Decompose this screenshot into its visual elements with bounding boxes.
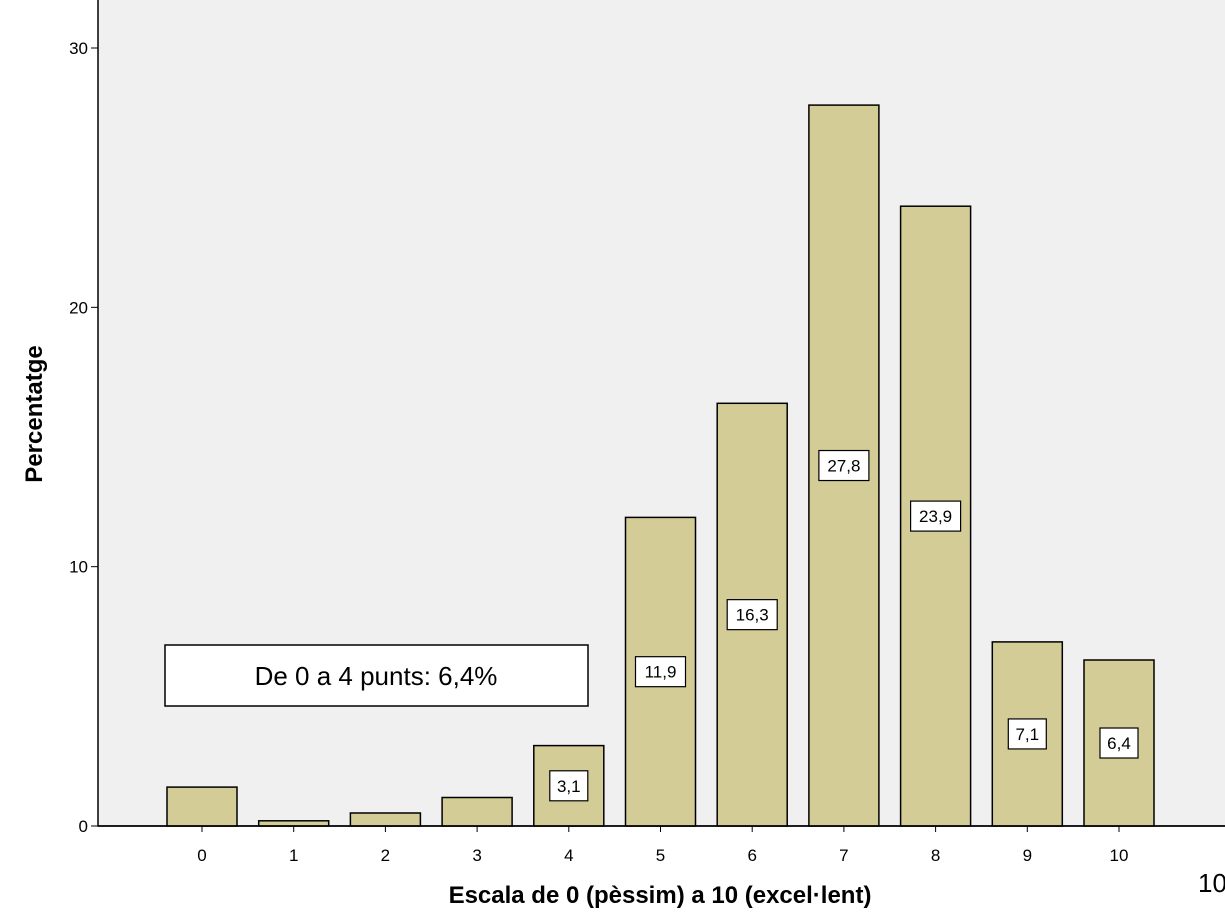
data-label-5: 11,9 xyxy=(634,656,687,688)
y-tick-label-20: 20 xyxy=(69,298,88,317)
data-label-8: 23,9 xyxy=(909,500,962,532)
annotation-frame xyxy=(164,644,589,707)
annotation-box: De 0 a 4 punts: 6,4% xyxy=(164,644,589,707)
bar-2 xyxy=(349,812,422,827)
y-axis: 0 10 20 30 xyxy=(69,39,98,836)
data-label-6: 16,3 xyxy=(726,599,778,631)
bar-0 xyxy=(166,786,238,827)
x-tick-label-4: 4 xyxy=(564,846,573,865)
annotation-text: De 0 a 4 punts: 6,4% xyxy=(255,661,498,691)
data-label-4: 3,1 xyxy=(549,770,589,802)
data-label-9: 7,1 xyxy=(1007,718,1047,750)
x-tick-label-5: 5 xyxy=(656,846,665,865)
x-tick-label-10: 10 xyxy=(1110,846,1129,865)
data-label-10: 6,4 xyxy=(1099,727,1139,759)
y-tick-label-30: 30 xyxy=(69,39,88,58)
y-tick-label-0: 0 xyxy=(79,817,88,836)
svg-text:3,1: 3,1 xyxy=(557,777,581,796)
x-tick-label-2: 2 xyxy=(381,846,390,865)
svg-text:16,3: 16,3 xyxy=(736,606,769,625)
bar-1 xyxy=(257,820,330,827)
x-tick-label-3: 3 xyxy=(472,846,481,865)
x-tick-label-7: 7 xyxy=(839,846,848,865)
data-label-7: 27,8 xyxy=(818,449,870,482)
x-tick-label-1: 1 xyxy=(289,846,298,865)
x-axis: 0 1 2 3 4 5 6 7 8 9 10 xyxy=(98,825,1225,865)
svg-text:11,9: 11,9 xyxy=(645,663,677,682)
y-axis-label: Percentatge xyxy=(21,345,48,482)
svg-text:23,9: 23,9 xyxy=(919,507,952,526)
svg-text:7,1: 7,1 xyxy=(1015,725,1039,744)
page-number: 10 xyxy=(1198,868,1225,898)
x-axis-label: Escala de 0 (pèssim) a 10 (excel·lent) xyxy=(449,882,872,909)
x-tick-label-6: 6 xyxy=(747,846,756,865)
bar-labels-group: 3,1 11,9 16,3 27,8 23,9 7,1 6,4 xyxy=(549,449,1139,802)
y-tick-label-10: 10 xyxy=(69,558,88,577)
x-tick-label-0: 0 xyxy=(197,846,206,865)
svg-text:6,4: 6,4 xyxy=(1107,734,1131,753)
svg-text:27,8: 27,8 xyxy=(827,457,860,476)
x-tick-label-9: 9 xyxy=(1023,846,1032,865)
bar-3 xyxy=(441,796,513,827)
x-tick-label-8: 8 xyxy=(931,846,940,865)
